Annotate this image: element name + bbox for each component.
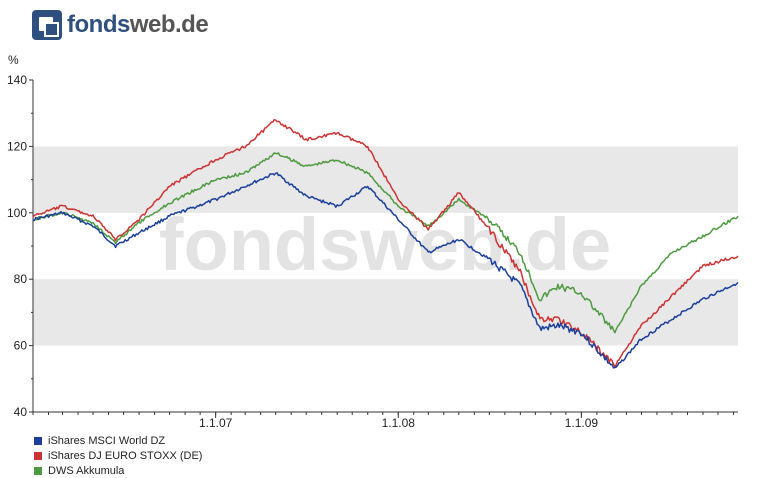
y-tick-label: 140	[7, 73, 27, 87]
watermark: fondsweb.de	[159, 203, 611, 286]
chart-axes: % 40 60 80 100 120 140 1.1.07 1.1.08 1.1.09	[7, 53, 738, 430]
legend: iShares MSCI World DZ iShares DJ EURO STO…	[34, 433, 202, 478]
x-tick-label: 1.1.08	[382, 416, 416, 430]
series-line-2	[32, 118, 739, 368]
chart-bands	[33, 146, 738, 346]
legend-item: DWS Akkumula	[34, 463, 202, 478]
y-tick-label: 120	[7, 139, 27, 153]
x-tick-label: 1.1.07	[199, 416, 233, 430]
legend-label: DWS Akkumula	[48, 464, 125, 477]
series-line-1	[32, 172, 739, 369]
legend-swatch	[34, 451, 42, 460]
y-tick-label: 100	[7, 206, 27, 220]
y-tick-label: 80	[14, 272, 28, 286]
grid-band	[33, 279, 738, 346]
grid-band	[33, 146, 738, 213]
series-line-3	[32, 152, 739, 334]
logo-icon	[32, 10, 62, 40]
legend-item: iShares MSCI World DZ	[34, 433, 202, 448]
legend-label: iShares DJ EURO STOXX (DE)	[48, 449, 203, 462]
logo-text: fondsweb.de	[67, 11, 209, 38]
legend-label: iShares MSCI World DZ	[48, 434, 166, 447]
legend-item: iShares DJ EURO STOXX (DE)	[34, 448, 202, 463]
legend-swatch	[34, 466, 42, 475]
y-tick-label: 60	[14, 339, 28, 353]
line-chart: fondsweb.de % 40 60 80 100 120 140 1.1.07 1.1.08…	[7, 53, 739, 430]
fondsweb-logo: fondsweb.de	[32, 8, 209, 42]
y-tick-label: 40	[14, 405, 28, 419]
x-tick-label: 1.1.09	[565, 416, 599, 430]
legend-swatch	[34, 436, 42, 445]
chart-lines	[32, 118, 739, 369]
y-axis-label: %	[8, 53, 19, 67]
